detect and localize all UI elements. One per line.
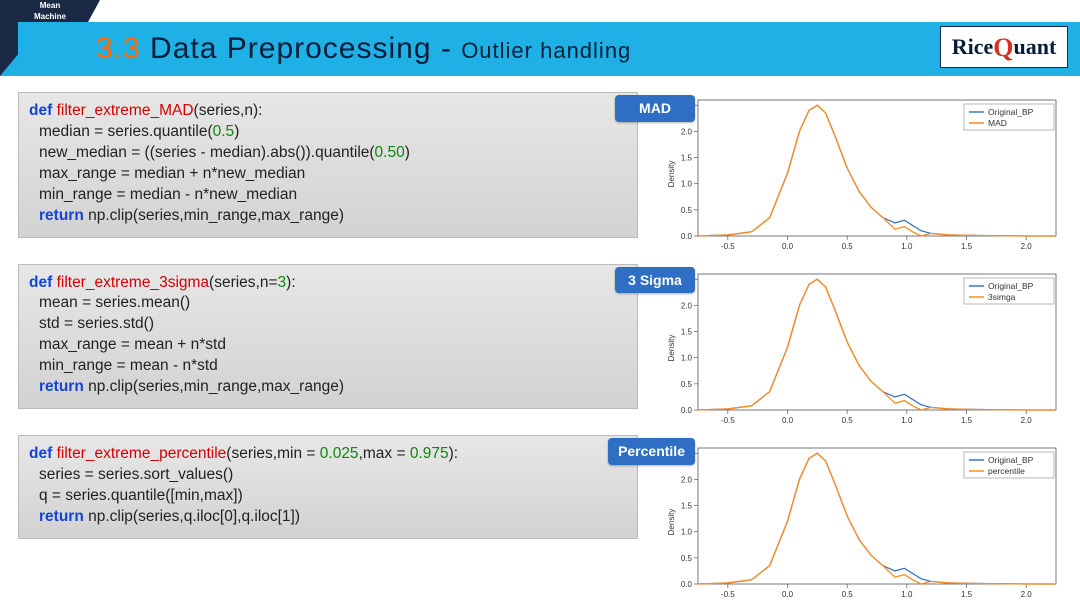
code-tag: Percentile xyxy=(608,438,695,465)
code-line: min_range = mean - n*std xyxy=(29,356,627,377)
code-line: def filter_extreme_percentile(series,min… xyxy=(29,444,627,465)
svg-text:0.0: 0.0 xyxy=(782,242,794,251)
svg-text:1.5: 1.5 xyxy=(681,154,693,163)
svg-text:0.5: 0.5 xyxy=(842,590,854,599)
title-bar: 3.3 Data Preprocessing - Outlier handlin… xyxy=(0,22,1080,76)
svg-text:1.0: 1.0 xyxy=(681,354,693,363)
svg-text:1.0: 1.0 xyxy=(681,180,693,189)
code-line: return np.clip(series,min_range,max_rang… xyxy=(29,377,627,398)
code-block-1: 3 Sigmadef filter_extreme_3sigma(series,… xyxy=(18,264,638,410)
svg-text:1.0: 1.0 xyxy=(901,416,913,425)
svg-text:-0.5: -0.5 xyxy=(721,416,735,425)
chart-column: 0.00.51.01.52.02.5-0.50.00.51.01.52.0Den… xyxy=(656,92,1068,600)
svg-text:2.0: 2.0 xyxy=(681,475,693,484)
code-block-2: Percentiledef filter_extreme_percentile(… xyxy=(18,435,638,539)
title-sub: Outlier handling xyxy=(461,38,631,63)
svg-text:0.0: 0.0 xyxy=(681,232,693,241)
svg-text:Original_BP: Original_BP xyxy=(988,455,1034,465)
code-tag: 3 Sigma xyxy=(615,267,695,294)
code-line: series = series.sort_values() xyxy=(29,465,627,486)
svg-text:0.5: 0.5 xyxy=(681,380,693,389)
code-line: new_median = ((series - median).abs()).q… xyxy=(29,143,627,164)
logo-ricequant: RiceQuant xyxy=(940,26,1068,68)
corner-tab: Mean Machine xyxy=(0,0,100,22)
code-line: mean = series.mean() xyxy=(29,293,627,314)
svg-text:0.5: 0.5 xyxy=(842,416,854,425)
code-line: return np.clip(series,q.iloc[0],q.iloc[1… xyxy=(29,507,627,528)
svg-text:MAD: MAD xyxy=(988,118,1007,128)
svg-text:0.0: 0.0 xyxy=(782,416,794,425)
svg-text:2.0: 2.0 xyxy=(1021,590,1033,599)
svg-text:3simga: 3simga xyxy=(988,292,1016,302)
svg-text:2.0: 2.0 xyxy=(681,127,693,136)
title-number: 3.3 xyxy=(96,32,141,65)
logo-pre: Rice xyxy=(952,34,994,60)
code-line: std = series.std() xyxy=(29,314,627,335)
code-line: q = series.quantile([min,max]) xyxy=(29,486,627,507)
svg-text:1.5: 1.5 xyxy=(961,590,973,599)
svg-text:2.0: 2.0 xyxy=(1021,416,1033,425)
svg-text:Density: Density xyxy=(667,509,676,536)
title-main: Data Preprocessing - xyxy=(141,32,461,65)
svg-text:1.0: 1.0 xyxy=(901,590,913,599)
code-column: MADdef filter_extreme_MAD(series,n):medi… xyxy=(18,92,638,600)
code-line: max_range = median + n*new_median xyxy=(29,164,627,185)
svg-text:1.5: 1.5 xyxy=(961,242,973,251)
svg-text:Original_BP: Original_BP xyxy=(988,107,1034,117)
svg-text:2.0: 2.0 xyxy=(681,301,693,310)
code-line: max_range = mean + n*std xyxy=(29,335,627,356)
svg-text:0.5: 0.5 xyxy=(681,554,693,563)
svg-text:1.0: 1.0 xyxy=(681,528,693,537)
tab-line1: Mean xyxy=(0,0,100,11)
density-chart-0: 0.00.51.01.52.02.5-0.50.00.51.01.52.0Den… xyxy=(656,92,1068,256)
content-area: MADdef filter_extreme_MAD(series,n):medi… xyxy=(18,92,1068,600)
code-line: def filter_extreme_3sigma(series,n=3): xyxy=(29,273,627,294)
svg-text:Original_BP: Original_BP xyxy=(988,281,1034,291)
title-notch xyxy=(0,22,18,76)
density-chart-1: 0.00.51.01.52.02.5-0.50.00.51.01.52.0Den… xyxy=(656,266,1068,430)
svg-text:Density: Density xyxy=(667,335,676,362)
svg-text:1.5: 1.5 xyxy=(681,328,693,337)
svg-text:0.0: 0.0 xyxy=(681,406,693,415)
logo-mid: Q xyxy=(993,33,1013,63)
code-tag: MAD xyxy=(615,95,695,122)
svg-text:0.0: 0.0 xyxy=(782,590,794,599)
svg-text:Density: Density xyxy=(667,161,676,188)
code-line: min_range = median - n*new_median xyxy=(29,185,627,206)
svg-text:-0.5: -0.5 xyxy=(721,590,735,599)
slide-title: 3.3 Data Preprocessing - Outlier handlin… xyxy=(96,32,631,66)
svg-text:0.5: 0.5 xyxy=(842,242,854,251)
svg-text:1.0: 1.0 xyxy=(901,242,913,251)
tab-line2: Machine xyxy=(0,11,100,22)
code-block-0: MADdef filter_extreme_MAD(series,n):medi… xyxy=(18,92,638,238)
density-chart-2: 0.00.51.01.52.02.5-0.50.00.51.01.52.0Den… xyxy=(656,440,1068,604)
logo-post: uant xyxy=(1013,34,1056,60)
code-line: return np.clip(series,min_range,max_rang… xyxy=(29,206,627,227)
svg-text:2.0: 2.0 xyxy=(1021,242,1033,251)
code-line: def filter_extreme_MAD(series,n): xyxy=(29,101,627,122)
svg-text:1.5: 1.5 xyxy=(961,416,973,425)
svg-text:1.5: 1.5 xyxy=(681,502,693,511)
svg-text:-0.5: -0.5 xyxy=(721,242,735,251)
svg-text:percentile: percentile xyxy=(988,466,1025,476)
code-line: median = series.quantile(0.5) xyxy=(29,122,627,143)
svg-text:0.5: 0.5 xyxy=(681,206,693,215)
svg-text:0.0: 0.0 xyxy=(681,580,693,589)
